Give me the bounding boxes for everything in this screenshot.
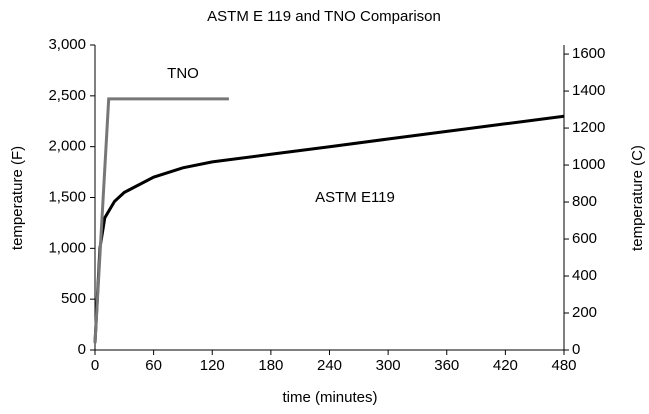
- y-tick-label: 2,000: [48, 138, 86, 155]
- x-tick-label: 240: [317, 357, 342, 374]
- series-line: [93, 114, 565, 344]
- x-tick-label: 420: [493, 357, 518, 374]
- x-tick-label: 60: [145, 357, 162, 374]
- x-tick-label: 360: [434, 357, 459, 374]
- y-tick-label: 2,500: [48, 87, 86, 104]
- y-tick-label: 3,000: [48, 36, 86, 53]
- y2-tick-label: 1600: [572, 45, 605, 62]
- y2-tick-label: 1400: [572, 82, 605, 99]
- y-tick-label: 1,500: [48, 188, 86, 205]
- y-tick-label: 0: [78, 341, 86, 358]
- x-tick-label: 180: [258, 357, 283, 374]
- x-tick-label: 300: [376, 357, 401, 374]
- y2-tick-label: 1000: [572, 156, 605, 173]
- y-tick-label: 1,000: [48, 239, 86, 256]
- y2-tick-label: 200: [572, 304, 597, 321]
- y2-tick-label: 0: [572, 341, 580, 358]
- y2-tick-label: 600: [572, 230, 597, 247]
- x-tick-label: 120: [200, 357, 225, 374]
- y2-tick-label: 800: [572, 193, 597, 210]
- x-tick-label: 0: [91, 357, 99, 374]
- chart-title: ASTM E 119 and TNO Comparison: [207, 8, 441, 25]
- y2-tick-label: 400: [572, 267, 597, 284]
- y-axis-label: temperature (F): [9, 146, 26, 250]
- y2-axis-label: temperature (C): [629, 145, 646, 251]
- y-tick-label: 500: [61, 290, 86, 307]
- x-axis-label: time (minutes): [282, 389, 377, 406]
- series-label: ASTM E119: [315, 189, 395, 206]
- series-line: [93, 97, 229, 344]
- y2-tick-label: 1200: [572, 119, 605, 136]
- series-label: TNO: [167, 65, 199, 82]
- x-tick-label: 480: [551, 357, 576, 374]
